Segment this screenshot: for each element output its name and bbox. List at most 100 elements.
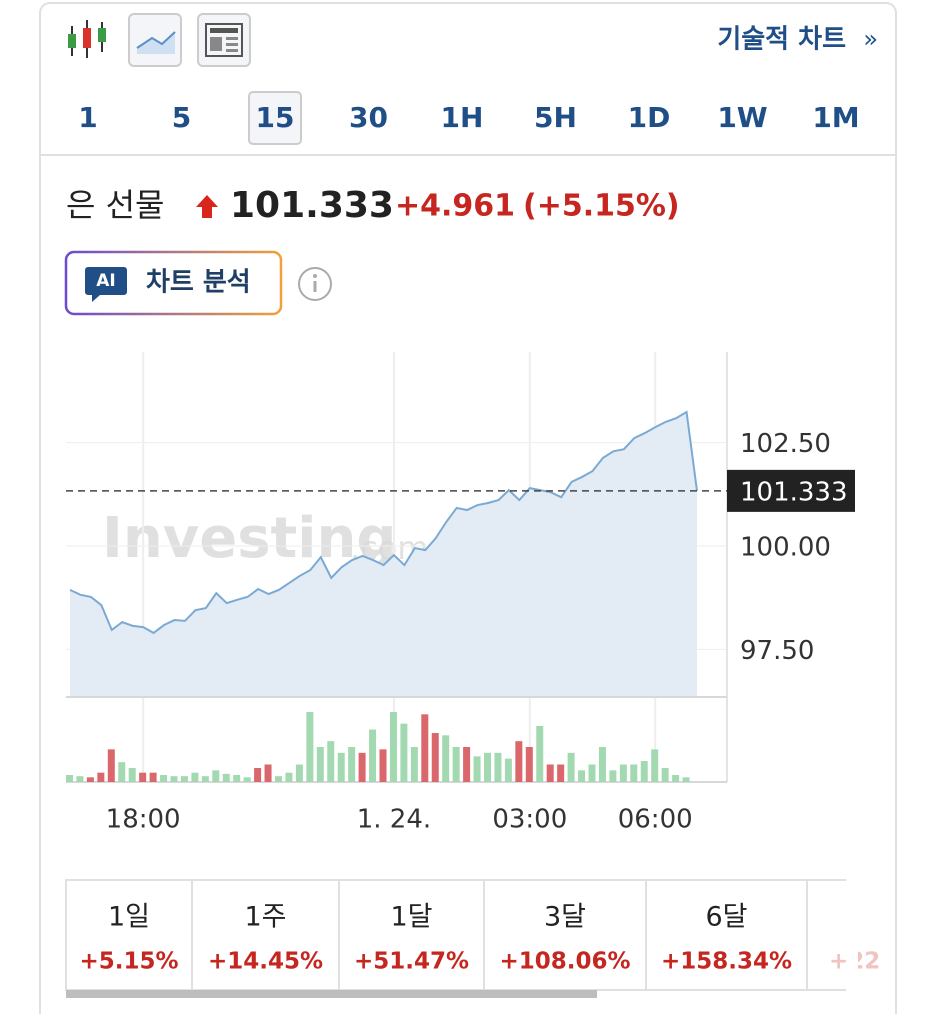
scrollbar-thumb[interactable] [66, 990, 597, 998]
info-circle [298, 267, 332, 301]
icon-row [226, 43, 238, 46]
volume-bar [567, 752, 575, 782]
price-change-pct: (+5.15%) [523, 189, 680, 224]
volume-bar [672, 775, 680, 782]
price-line [69, 410, 698, 635]
volume-bar [306, 712, 314, 782]
y-tick-label: 97.50 [740, 636, 814, 666]
volume-bar [66, 775, 73, 782]
volume-bar [118, 762, 126, 782]
volume-bar [651, 749, 659, 782]
y-tick-label: 100.00 [740, 533, 831, 563]
x-tick-label: 06:00 [618, 805, 693, 835]
info-stem [313, 281, 317, 292]
volume-bar [410, 747, 418, 782]
perf-change: +51.47% [354, 949, 469, 975]
volume-bar [254, 768, 262, 782]
line-chart-icon[interactable] [128, 13, 182, 67]
volume-bar [431, 733, 439, 782]
volume-bar [494, 752, 502, 782]
perf-period: 1달 [390, 902, 432, 933]
x-tick-label: 1. 24. [357, 805, 431, 835]
volume-bar [452, 747, 460, 782]
candle [83, 28, 91, 48]
volume-bar [160, 775, 168, 782]
volume-bar [337, 752, 345, 782]
interval-button[interactable]: 1H [441, 101, 484, 134]
interval-button[interactable]: 1W [717, 101, 767, 134]
volume-bar [484, 752, 491, 782]
performance-strip: 1일 +5.15% 1주 +14.45% 1달 +51.47% 3달 +108.06% 6달 +1… [65, 878, 880, 998]
x-tick-label: 03:00 [492, 805, 567, 835]
volume-bar [598, 747, 606, 782]
volume-bar [316, 747, 324, 782]
volume-bar [682, 777, 690, 782]
volume-bar [619, 764, 627, 782]
volume-bar [212, 770, 220, 782]
icon-row [210, 28, 238, 33]
candle-icon[interactable] [68, 20, 106, 58]
volume-bar [358, 752, 366, 782]
volume-bar [515, 741, 523, 782]
volume-bar [504, 758, 512, 782]
interval-button[interactable]: 5 [172, 101, 191, 134]
perf-change: +108.06% [499, 949, 630, 975]
volume-bar [170, 776, 178, 782]
volume-bar [180, 776, 188, 782]
volume-bar [107, 749, 115, 782]
icon-row [226, 37, 238, 40]
volume-bar [473, 756, 481, 782]
volume-bar [630, 764, 638, 782]
perf-period: 3달 [544, 902, 586, 933]
volume-bar [400, 723, 408, 782]
volume-bar [640, 761, 648, 782]
info-icon[interactable] [298, 267, 332, 301]
icon-area [137, 32, 175, 54]
current-price-label: 101.333 [740, 477, 848, 507]
volume-bar [525, 747, 533, 782]
volume-bar [128, 768, 136, 782]
interval-button[interactable]: 1M [812, 101, 859, 134]
volume-bar [557, 764, 565, 782]
instrument-name: 은 선물 [66, 186, 165, 224]
perf-fade [846, 878, 858, 992]
interval-button[interactable]: 1 [78, 101, 97, 134]
price: 101.333 [230, 185, 394, 226]
candle [68, 34, 76, 48]
perf-change: +14.45% [208, 949, 323, 975]
volume-bar [546, 764, 554, 782]
y-tick-label: 102.50 [740, 429, 831, 459]
technical-chart-link[interactable]: 기술적 차트 [717, 25, 846, 55]
news-icon[interactable] [197, 13, 251, 67]
selected-interval-box [248, 91, 302, 145]
ai-badge-text: AI [96, 271, 115, 291]
volume-bar [233, 775, 241, 782]
volume-bar [421, 714, 429, 782]
volume-bar [201, 776, 209, 782]
perf-period: 1주 [244, 902, 286, 933]
volume-bar [536, 726, 544, 782]
interval-button[interactable]: 1D [628, 101, 671, 134]
volume-bar [285, 772, 293, 782]
volume-bar [264, 764, 272, 782]
interval-button[interactable]: 15 [256, 101, 295, 134]
link-arrow: » [863, 25, 878, 53]
icon-row [226, 49, 238, 52]
volume-bar [578, 770, 586, 782]
ai-chart-analysis-button[interactable]: AI 차트 분석 [64, 250, 283, 316]
ai-badge [85, 267, 127, 302]
perf-change: +5.15% [79, 949, 178, 975]
interval-button[interactable]: 30 [349, 101, 388, 134]
current-price-tag [727, 469, 855, 512]
icon-row [210, 37, 222, 51]
interval-button[interactable]: 5H [534, 101, 577, 134]
ai-button-label: 차트 분석 [146, 268, 251, 298]
volume-bar [275, 776, 282, 782]
price-area [70, 411, 697, 697]
volume-bar [97, 772, 105, 782]
volume-bar [463, 747, 471, 782]
icon-frame [205, 23, 243, 57]
